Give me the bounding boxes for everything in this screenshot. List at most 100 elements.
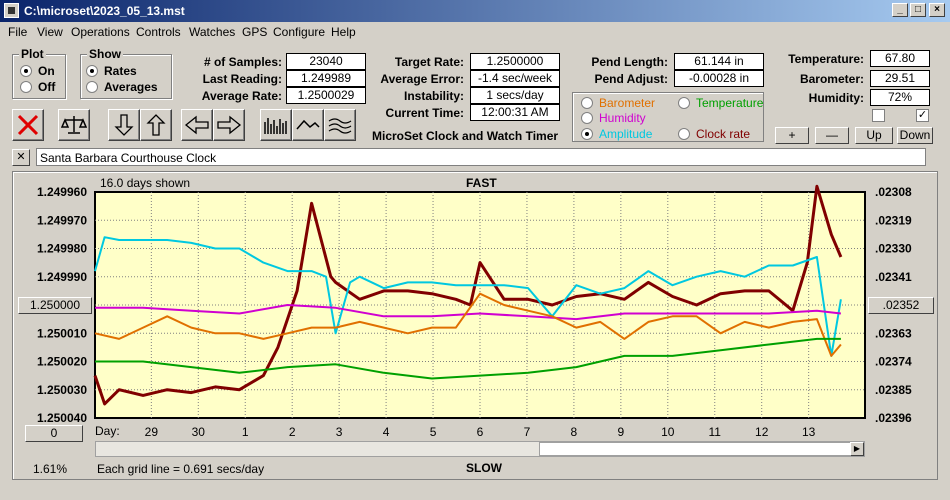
menu-view[interactable]: View: [37, 25, 63, 39]
app-icon[interactable]: [4, 3, 19, 18]
series-amplitude: [94, 236, 842, 357]
instability-field: 1 secs/day: [470, 87, 560, 104]
close-window-button[interactable]: ×: [929, 3, 945, 17]
instability-label: Instability:: [403, 89, 464, 103]
shift-left-button[interactable]: [181, 109, 213, 141]
temperature-reading-label: Temperature:: [788, 52, 864, 66]
show-rates-radio[interactable]: Rates: [86, 64, 137, 78]
down-button[interactable]: Down: [897, 127, 933, 144]
plus-button[interactable]: +: [775, 127, 809, 144]
right-axis-tick: .02308: [875, 185, 912, 199]
minus-button[interactable]: —: [815, 127, 849, 144]
pend-length-field[interactable]: 61.144 in: [674, 53, 764, 70]
x-tick-label: 2: [289, 425, 296, 439]
maximize-button[interactable]: □: [910, 3, 926, 17]
x-tick-label: 29: [145, 425, 159, 439]
clock-rate-radio[interactable]: Clock rate: [678, 127, 750, 141]
left-axis-tick: 1.249970: [37, 213, 87, 227]
right-axis-tick: .02341: [875, 270, 912, 284]
menu-watches[interactable]: Watches: [189, 25, 236, 39]
barometer-reading-label: Barometer:: [799, 72, 864, 86]
right-scale-button[interactable]: .02352: [868, 297, 934, 314]
x-tick-label: 30: [192, 425, 206, 439]
show-rates-label: Rates: [104, 64, 137, 78]
menu-gps[interactable]: GPS: [242, 25, 268, 39]
average-error-label: Average Error:: [380, 72, 464, 86]
checkbox-2[interactable]: ✓: [916, 109, 929, 122]
average-error-field: -1.4 sec/week: [470, 70, 560, 87]
temperature-radio[interactable]: Temperature: [678, 96, 763, 110]
bars-view-button[interactable]: [260, 109, 292, 141]
grid-note-label: Each grid line = 0.691 secs/day: [97, 462, 265, 476]
menu-file[interactable]: File: [8, 25, 28, 39]
shift-right-button[interactable]: [213, 109, 245, 141]
title-bar: C:\microset\2023_05_13.mst _ □ ×: [0, 0, 950, 22]
menu-controls[interactable]: Controls: [136, 25, 181, 39]
right-axis-tick: .02319: [875, 213, 912, 227]
plot-on-radio[interactable]: On: [20, 64, 55, 78]
target-rate-label: Target Rate:: [394, 55, 464, 69]
days-shown-label: 16.0 days shown: [100, 176, 191, 190]
plot-off-label: Off: [38, 80, 56, 94]
center-rate-button[interactable]: 1.250000: [18, 297, 92, 314]
radio-dot: [20, 65, 32, 77]
scroll-right-button[interactable]: ▶: [850, 442, 864, 456]
grid-lines: [95, 192, 865, 418]
series-clock-rate: [93, 184, 843, 406]
right-axis-tick: .02396: [875, 411, 912, 425]
plot-off-radio[interactable]: Off: [20, 80, 55, 94]
show-averages-radio[interactable]: Averages: [86, 80, 158, 94]
line-chart-icon: [296, 119, 320, 130]
series-barometer: [94, 292, 842, 357]
minimize-button[interactable]: _: [892, 3, 908, 17]
arrow-right-icon: [217, 115, 242, 135]
show-averages-label: Averages: [104, 80, 158, 94]
radio-dot: [86, 65, 98, 77]
balance-button[interactable]: [58, 109, 90, 141]
menu-bar: File View Operations Controls Watches GP…: [0, 22, 950, 41]
wave-view-button[interactable]: [324, 109, 356, 141]
radio-dot: [86, 81, 98, 93]
samples-field: 23040: [286, 53, 366, 70]
window-title: C:\microset\2023_05_13.mst: [24, 4, 185, 18]
radio-dot: [20, 81, 32, 93]
left-axis-tick: 1.250040: [37, 411, 87, 425]
current-time-label: Current Time:: [385, 106, 464, 120]
wave-icon: [328, 118, 352, 134]
sensor-selector: [572, 92, 764, 142]
shift-down-button[interactable]: [108, 109, 140, 141]
zero-button[interactable]: 0: [25, 425, 83, 442]
barometer-radio[interactable]: Barometer: [581, 96, 655, 110]
menu-operations[interactable]: Operations: [71, 25, 130, 39]
radio-dot: [678, 128, 690, 140]
right-axis-tick: .02374: [875, 355, 912, 369]
amplitude-radio[interactable]: Amplitude: [581, 127, 652, 141]
menu-help[interactable]: Help: [331, 25, 356, 39]
right-axis-tick: .02363: [875, 326, 912, 340]
radio-dot: [581, 112, 593, 124]
shift-up-button[interactable]: [140, 109, 172, 141]
fast-label: FAST: [466, 176, 497, 190]
time-scrollbar[interactable]: ▶: [95, 441, 865, 457]
description-field[interactable]: Santa Barbara Courthouse Clock: [36, 148, 926, 166]
left-axis-tick: 1.250010: [37, 326, 87, 340]
checkbox-1[interactable]: [872, 109, 885, 122]
pend-adjust-field: -0.00028 in: [674, 70, 764, 87]
clear-button[interactable]: [12, 109, 44, 141]
humidity-radio[interactable]: Humidity: [581, 111, 646, 125]
arrow-up-icon: [146, 114, 166, 136]
close-description-button[interactable]: ✕: [12, 149, 30, 166]
slow-label: SLOW: [466, 461, 502, 475]
line-view-button[interactable]: [292, 109, 324, 141]
humidity-label: Humidity: [599, 111, 646, 125]
tick-labels: 1.249960 .02308 1.249970 .02319 1.249980 .023…: [37, 185, 912, 439]
last-reading-field: 1.249989: [286, 70, 366, 87]
scrollbar-thumb[interactable]: [539, 442, 851, 456]
left-axis-tick: 1.250030: [37, 383, 87, 397]
radio-dot: [581, 97, 593, 109]
temperature-field: 67.80: [870, 50, 930, 67]
up-button[interactable]: Up: [855, 127, 893, 144]
arrow-left-icon: [184, 115, 209, 135]
target-rate-field[interactable]: 1.2500000: [470, 53, 560, 70]
menu-configure[interactable]: Configure: [273, 25, 326, 39]
